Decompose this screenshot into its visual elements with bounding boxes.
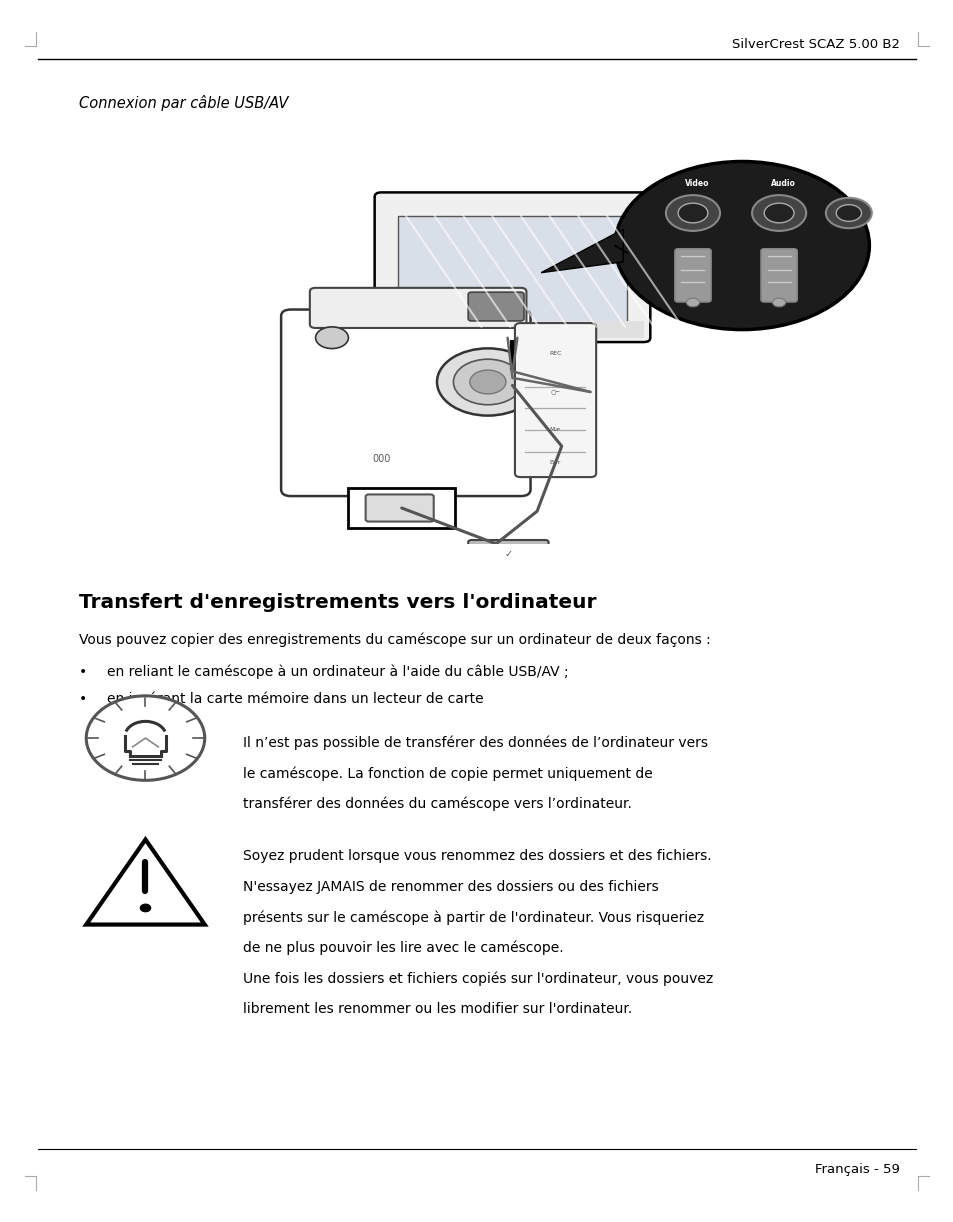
FancyBboxPatch shape (674, 249, 710, 302)
Circle shape (678, 203, 707, 222)
Bar (348, 489, 455, 528)
Text: ✓: ✓ (504, 549, 512, 558)
Text: Transfert d'enregistrements vers l'ordinateur: Transfert d'enregistrements vers l'ordin… (79, 593, 596, 612)
Polygon shape (540, 230, 622, 273)
Circle shape (836, 204, 861, 221)
Bar (381, 321, 643, 337)
Ellipse shape (438, 364, 586, 385)
Text: Mᴊᴘ: Mᴊᴘ (549, 428, 560, 433)
Text: présents sur le caméscope à partir de l'ordinateur. Vous risqueriez: présents sur le caméscope à partir de l'… (243, 910, 703, 925)
Polygon shape (86, 840, 205, 925)
Text: Une fois les dossiers et fichiers copiés sur l'ordinateur, vous pouvez: Une fois les dossiers et fichiers copiés… (243, 971, 713, 986)
Text: SilverCrest SCAZ 5.00 B2: SilverCrest SCAZ 5.00 B2 (731, 38, 899, 50)
FancyBboxPatch shape (468, 540, 548, 565)
Circle shape (453, 359, 522, 404)
Circle shape (315, 326, 348, 348)
Text: Connexion par câble USB/AV: Connexion par câble USB/AV (79, 95, 288, 111)
Circle shape (139, 903, 152, 913)
Text: le caméscope. La fonction de copie permet uniquement de: le caméscope. La fonction de copie perme… (243, 766, 653, 781)
FancyBboxPatch shape (281, 309, 530, 496)
FancyBboxPatch shape (310, 288, 526, 327)
Text: •: • (79, 665, 88, 678)
Text: Français - 59: Français - 59 (814, 1162, 899, 1176)
Text: en insérant la carte mémoire dans un lecteur de carte: en insérant la carte mémoire dans un lec… (107, 692, 483, 705)
Text: Bᴀт: Bᴀт (549, 459, 560, 464)
Text: Vous pouvez copier des enregistrements du caméscope sur un ordinateur de deux fa: Vous pouvez copier des enregistrements d… (79, 633, 710, 648)
Bar (397, 216, 627, 326)
Text: 000: 000 (372, 455, 390, 464)
Text: Video: Video (684, 178, 709, 188)
Circle shape (665, 196, 720, 231)
Text: en reliant le caméscope à un ordinateur à l'aide du câble USB/AV ;: en reliant le caméscope à un ordinateur … (107, 665, 568, 679)
Text: Soyez prudent lorsque vous renommez des dossiers et des fichiers.: Soyez prudent lorsque vous renommez des … (243, 849, 711, 863)
FancyBboxPatch shape (468, 292, 523, 321)
Text: de ne plus pouvoir les lire avec le caméscope.: de ne plus pouvoir les lire avec le camé… (243, 941, 563, 956)
FancyBboxPatch shape (515, 323, 596, 477)
Circle shape (772, 298, 785, 307)
Circle shape (763, 203, 793, 222)
Circle shape (615, 161, 868, 330)
Text: transférer des données du caméscope vers l’ordinateur.: transférer des données du caméscope vers… (243, 797, 632, 811)
Circle shape (751, 196, 805, 231)
Circle shape (825, 198, 871, 229)
FancyBboxPatch shape (365, 495, 434, 522)
Circle shape (469, 370, 505, 393)
Text: •: • (79, 692, 88, 705)
Text: Il n’est pas possible de transférer des données de l’ordinateur vers: Il n’est pas possible de transférer des … (243, 736, 707, 750)
Text: ○─: ○─ (550, 390, 559, 395)
FancyBboxPatch shape (760, 249, 797, 302)
Text: N'essayez JAMAIS de renommer des dossiers ou des fichiers: N'essayez JAMAIS de renommer des dossier… (243, 880, 659, 893)
Ellipse shape (86, 695, 205, 781)
Circle shape (436, 348, 538, 415)
FancyBboxPatch shape (375, 192, 650, 342)
Circle shape (686, 298, 699, 307)
Text: REC: REC (548, 352, 560, 357)
Text: librement les renommer ou les modifier sur l'ordinateur.: librement les renommer ou les modifier s… (243, 1002, 632, 1015)
Text: Audio: Audio (770, 178, 795, 188)
